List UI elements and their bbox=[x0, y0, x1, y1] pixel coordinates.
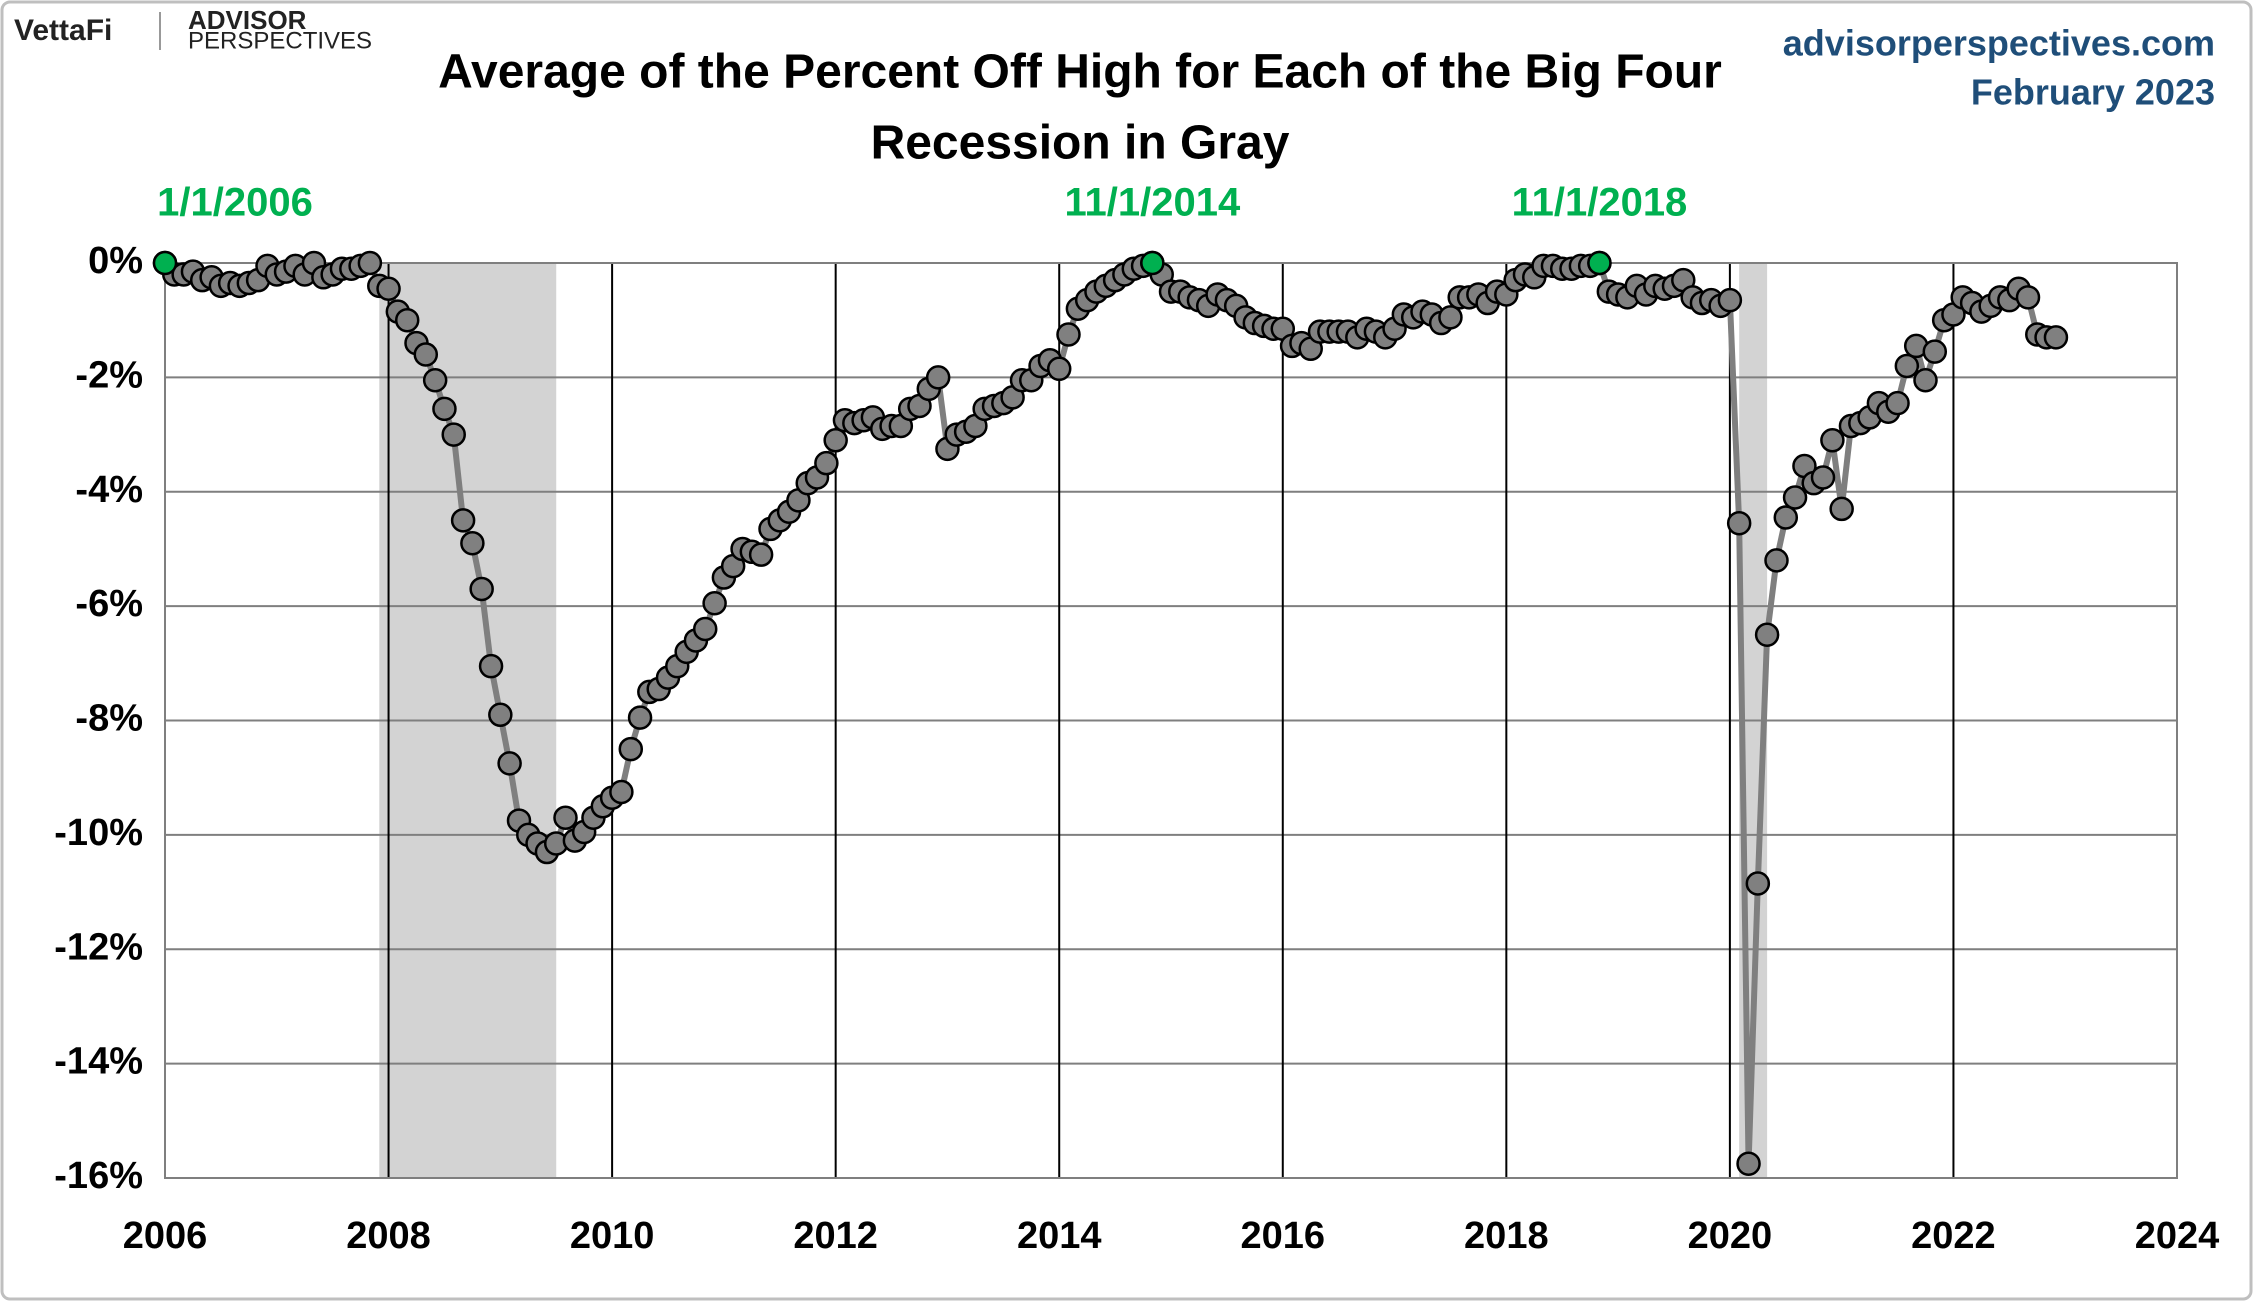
brand-logo: VettaFi bbox=[14, 14, 112, 47]
x-tick-label: 2022 bbox=[1911, 1215, 1996, 1257]
data-point bbox=[1810, 465, 1836, 490]
data-point bbox=[925, 365, 951, 390]
data-point bbox=[1754, 622, 1780, 647]
data-point bbox=[432, 396, 457, 422]
data-point bbox=[823, 428, 848, 453]
data-point bbox=[460, 530, 485, 556]
plot-area: 0% -2% -4% -6% -8% -10% -12% -14% -16% 2006 2008 20… bbox=[54, 181, 2219, 1257]
data-point bbox=[357, 250, 383, 276]
y-tick-label: -4% bbox=[75, 469, 143, 511]
data-point bbox=[394, 307, 420, 333]
data-point bbox=[441, 422, 466, 447]
data-point bbox=[609, 779, 634, 805]
data-point bbox=[450, 508, 476, 533]
brand-logo-3: PERSPECTIVES bbox=[188, 27, 372, 54]
data-point bbox=[1885, 390, 1910, 416]
x-tick-label: 2024 bbox=[2135, 1215, 2220, 1257]
x-tick-label: 2018 bbox=[1464, 1215, 1549, 1257]
y-tick-label: -6% bbox=[75, 583, 143, 625]
data-point bbox=[469, 576, 494, 602]
data-point bbox=[627, 705, 653, 730]
data-point bbox=[1829, 496, 1854, 522]
data-point bbox=[1894, 353, 1920, 379]
y-tick-label: -16% bbox=[54, 1155, 143, 1197]
data-point bbox=[413, 342, 439, 367]
data-point bbox=[488, 702, 513, 728]
data-point bbox=[618, 736, 644, 762]
x-tick-label: 2012 bbox=[793, 1215, 878, 1257]
annotation-label: 1/1/2006 bbox=[157, 181, 313, 225]
data-point bbox=[1764, 548, 1789, 573]
annotation-label: 11/1/2014 bbox=[1064, 181, 1240, 225]
data-point bbox=[422, 367, 448, 393]
x-tick-label: 2006 bbox=[123, 1215, 208, 1257]
data-point bbox=[1736, 1151, 1761, 1176]
highlight-point bbox=[152, 250, 178, 276]
highlight-point bbox=[1587, 250, 1612, 276]
data-point bbox=[1438, 305, 1463, 330]
data-point bbox=[1820, 428, 1845, 453]
data-point bbox=[702, 591, 727, 616]
data-point bbox=[1913, 367, 1938, 393]
data-point bbox=[497, 751, 522, 776]
data-point bbox=[2015, 285, 2041, 310]
brand-logo-2: ADVISOR bbox=[188, 5, 307, 35]
data-point bbox=[2043, 325, 2069, 350]
data-point bbox=[1046, 356, 1072, 382]
data-point bbox=[1056, 322, 1081, 347]
x-tick-label: 2014 bbox=[1017, 1215, 1102, 1257]
highlight-point bbox=[1140, 250, 1165, 276]
data-point bbox=[553, 805, 578, 830]
x-tick-label: 2016 bbox=[1241, 1215, 1326, 1257]
x-tick-label: 2008 bbox=[346, 1215, 431, 1257]
data-point bbox=[1726, 510, 1752, 536]
data-point bbox=[1773, 505, 1799, 530]
data-point bbox=[1922, 339, 1948, 364]
y-tick-label: -12% bbox=[54, 926, 143, 968]
y-tick-label: -8% bbox=[75, 698, 143, 740]
data-point bbox=[814, 450, 839, 476]
x-tick-label: 2020 bbox=[1688, 1215, 1773, 1257]
y-tick-label: -14% bbox=[54, 1041, 143, 1083]
y-tick-label: 0% bbox=[88, 240, 143, 282]
annotation-label: 11/1/2018 bbox=[1512, 181, 1688, 225]
data-point bbox=[1745, 871, 1771, 896]
plot-border bbox=[164, 262, 2178, 1179]
data-point bbox=[748, 542, 774, 567]
data-point bbox=[478, 653, 504, 679]
x-tick-label: 2010 bbox=[570, 1215, 655, 1257]
date: February 2023 bbox=[1971, 72, 2215, 113]
data-point bbox=[1717, 287, 1743, 313]
data-point bbox=[1782, 485, 1808, 510]
chart-subtitle: Recession in Gray bbox=[871, 117, 1290, 170]
source: advisorperspectives.com bbox=[1783, 23, 2215, 64]
data-point bbox=[376, 276, 401, 301]
y-tick-label: -2% bbox=[75, 354, 143, 396]
chart-title: Average of the Percent Off High for Each… bbox=[438, 46, 1722, 99]
y-tick-label: -10% bbox=[54, 812, 143, 854]
data-point bbox=[692, 616, 718, 642]
